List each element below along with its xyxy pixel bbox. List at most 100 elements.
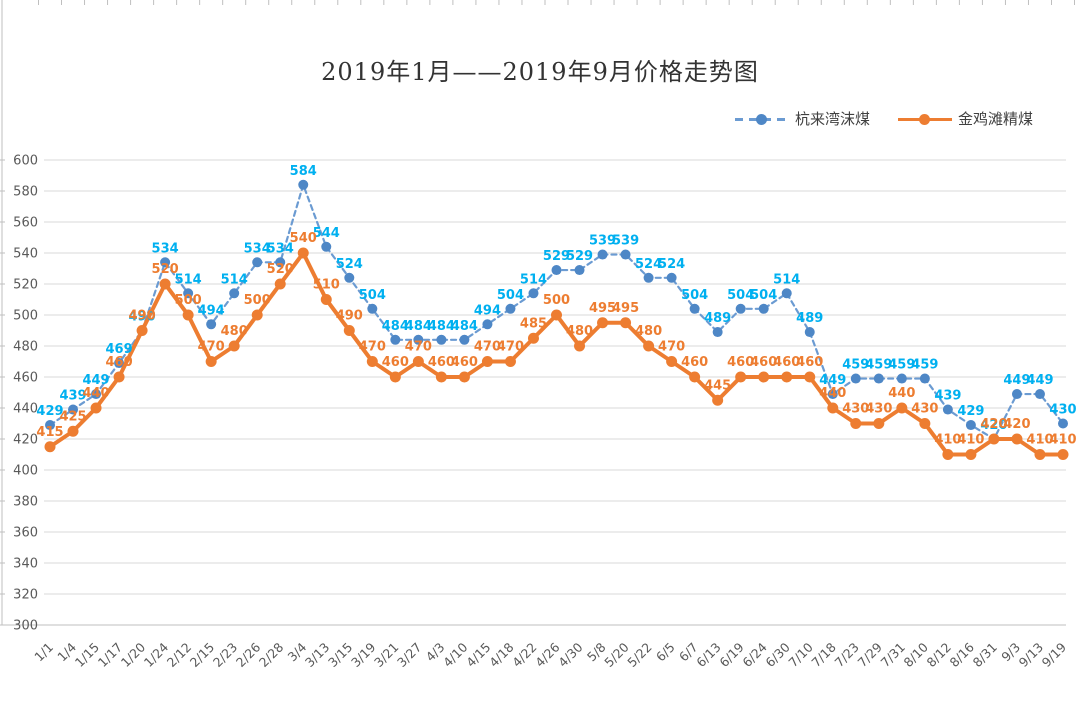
svg-text:1/24: 1/24 [141, 639, 171, 669]
svg-text:430: 430 [1049, 403, 1076, 418]
svg-text:6/13: 6/13 [693, 640, 723, 670]
svg-text:8/10: 8/10 [901, 639, 931, 669]
svg-text:420: 420 [13, 433, 38, 448]
svg-text:460: 460 [773, 355, 800, 370]
svg-text:410: 410 [1049, 433, 1076, 448]
svg-text:470: 470 [359, 340, 386, 355]
svg-text:470: 470 [198, 340, 225, 355]
svg-text:7/31: 7/31 [878, 640, 908, 670]
svg-text:504: 504 [750, 288, 777, 303]
legend-item-hanglaiwan: 杭来湾沫煤 [735, 108, 870, 129]
svg-text:5/22: 5/22 [624, 640, 654, 670]
svg-text:3/27: 3/27 [394, 640, 424, 670]
svg-text:484: 484 [451, 319, 478, 334]
svg-text:440: 440 [819, 386, 846, 401]
svg-text:430: 430 [911, 402, 938, 417]
svg-text:7/10: 7/10 [785, 639, 815, 669]
svg-text:460: 460 [750, 355, 777, 370]
svg-text:439: 439 [59, 389, 86, 404]
svg-text:470: 470 [405, 340, 432, 355]
svg-text:380: 380 [13, 495, 38, 510]
svg-text:459: 459 [888, 358, 915, 373]
svg-text:2/26: 2/26 [233, 639, 263, 669]
svg-text:2/28: 2/28 [256, 639, 286, 669]
svg-text:4/22: 4/22 [509, 640, 539, 670]
svg-text:500: 500 [175, 293, 202, 308]
svg-text:4/26: 4/26 [532, 639, 562, 669]
svg-text:529: 529 [566, 249, 593, 264]
svg-text:534: 534 [152, 241, 179, 256]
svg-text:460: 460 [13, 371, 38, 386]
svg-text:1/17: 1/17 [95, 640, 125, 670]
chart-legend: 杭来湾沫煤 金鸡滩精煤 [735, 108, 1033, 129]
svg-text:8/12: 8/12 [924, 640, 954, 670]
svg-text:529: 529 [543, 249, 570, 264]
svg-text:480: 480 [566, 324, 593, 339]
svg-text:480: 480 [635, 324, 662, 339]
svg-text:9/19: 9/19 [1039, 639, 1069, 669]
svg-text:495: 495 [612, 301, 639, 316]
svg-text:3/21: 3/21 [371, 640, 401, 670]
svg-text:410: 410 [957, 433, 984, 448]
svg-text:485: 485 [520, 316, 547, 331]
svg-text:459: 459 [842, 358, 869, 373]
svg-text:524: 524 [336, 257, 363, 272]
svg-text:440: 440 [13, 402, 38, 417]
svg-text:539: 539 [589, 234, 616, 249]
svg-text:469: 469 [105, 342, 132, 357]
svg-text:480: 480 [13, 340, 38, 355]
svg-text:514: 514 [520, 272, 547, 287]
svg-text:4/15: 4/15 [463, 640, 493, 670]
svg-text:2/23: 2/23 [210, 640, 240, 670]
svg-text:510: 510 [313, 278, 340, 293]
svg-text:460: 460 [681, 355, 708, 370]
svg-text:504: 504 [497, 288, 524, 303]
svg-text:504: 504 [681, 288, 708, 303]
svg-text:7/29: 7/29 [854, 639, 884, 669]
svg-text:4/18: 4/18 [486, 639, 516, 669]
svg-text:489: 489 [796, 311, 823, 326]
svg-text:430: 430 [865, 402, 892, 417]
svg-text:1/15: 1/15 [72, 640, 102, 670]
svg-text:420: 420 [1003, 417, 1030, 432]
svg-text:449: 449 [1026, 373, 1053, 388]
svg-text:560: 560 [13, 216, 38, 231]
svg-text:544: 544 [313, 226, 340, 241]
svg-text:534: 534 [267, 241, 294, 256]
svg-text:8/16: 8/16 [947, 639, 977, 669]
svg-text:415: 415 [36, 425, 63, 440]
svg-text:459: 459 [865, 358, 892, 373]
svg-text:520: 520 [152, 262, 179, 277]
svg-text:6/24: 6/24 [739, 639, 769, 669]
svg-text:425: 425 [59, 409, 86, 424]
svg-text:514: 514 [175, 272, 202, 287]
svg-text:3/19: 3/19 [348, 639, 378, 669]
svg-text:360: 360 [13, 526, 38, 541]
svg-text:1/1: 1/1 [31, 640, 56, 665]
svg-text:500: 500 [13, 309, 38, 324]
svg-text:484: 484 [382, 319, 409, 334]
svg-text:7/18: 7/18 [808, 639, 838, 669]
svg-text:470: 470 [497, 340, 524, 355]
svg-text:540: 540 [13, 247, 38, 262]
legend-label-hanglaiwan: 杭来湾沫煤 [795, 110, 871, 128]
svg-text:500: 500 [244, 293, 271, 308]
svg-text:460: 460 [382, 355, 409, 370]
svg-text:2/15: 2/15 [187, 640, 217, 670]
svg-text:539: 539 [612, 234, 639, 249]
svg-text:440: 440 [82, 386, 109, 401]
svg-text:494: 494 [474, 303, 501, 318]
svg-text:4/30: 4/30 [555, 639, 585, 669]
svg-text:3/15: 3/15 [325, 640, 355, 670]
svg-text:410: 410 [934, 433, 961, 448]
svg-text:460: 460 [105, 355, 132, 370]
svg-text:524: 524 [635, 257, 662, 272]
svg-text:420: 420 [980, 417, 1007, 432]
svg-text:340: 340 [13, 557, 38, 572]
svg-text:9/13: 9/13 [1016, 640, 1046, 670]
svg-text:520: 520 [13, 278, 38, 293]
svg-text:495: 495 [589, 301, 616, 316]
svg-text:484: 484 [405, 319, 432, 334]
legend-label-jinjitan: 金鸡滩精煤 [958, 110, 1034, 128]
svg-text:429: 429 [36, 404, 63, 419]
